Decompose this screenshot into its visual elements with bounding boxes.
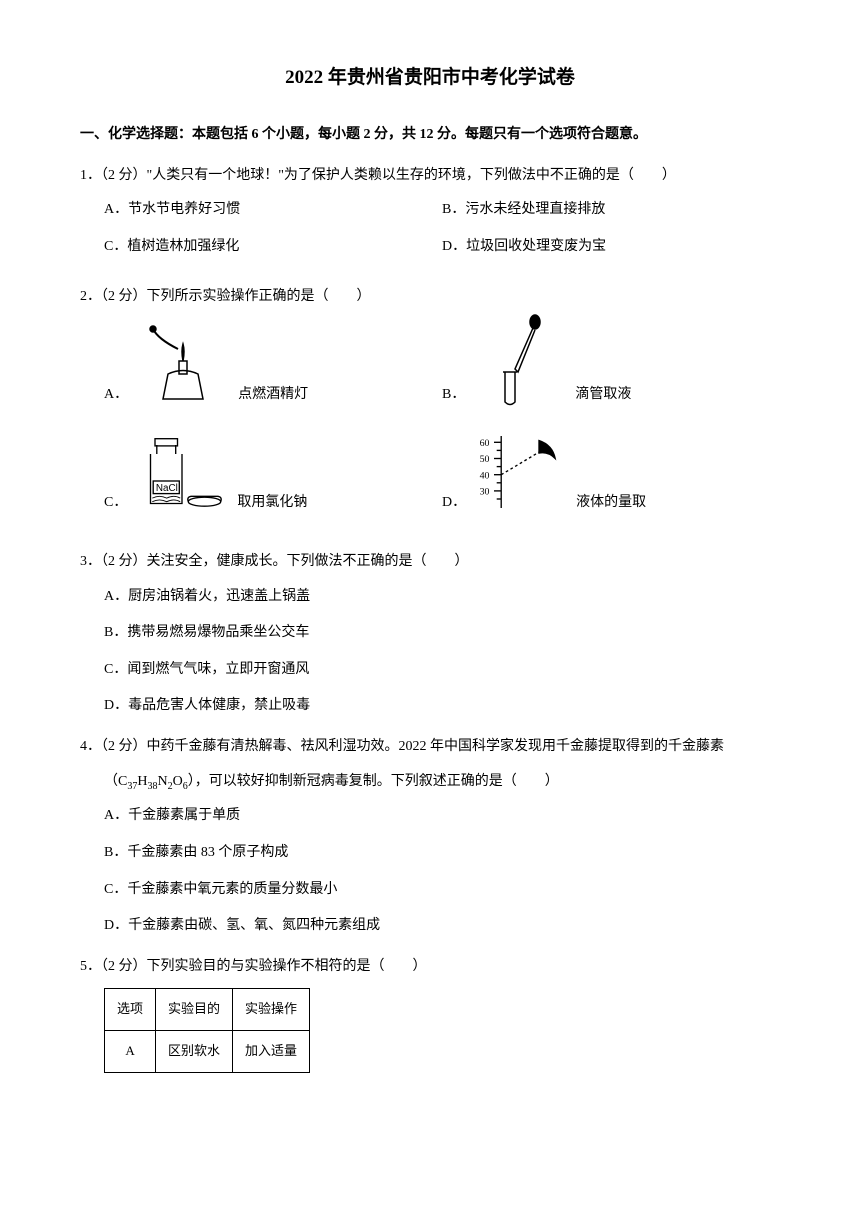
cell-a-2: 加入适量 (233, 1031, 310, 1073)
svg-text:50: 50 (480, 454, 490, 465)
q2-d-letter: D． (442, 490, 466, 517)
section-header: 一、化学选择题：本题包括 6 个小题，每小题 2 分，共 12 分。每题只有一个… (80, 122, 780, 149)
th-operation: 实验操作 (233, 989, 310, 1031)
q2-b-caption: 滴管取液 (575, 382, 631, 409)
q2-c-letter: C． (104, 490, 127, 517)
th-option: 选项 (105, 989, 156, 1031)
q3-option-c: C．闻到燃气气味，立即开窗通风 (104, 657, 780, 684)
q4-option-a: A．千金藤素属于单质 (104, 803, 780, 830)
question-3: 3．（2 分）关注安全，健康成长。下列做法不正确的是（ ） A．厨房油锅着火，迅… (80, 549, 780, 720)
q1-option-c: C．植树造林加强绿化 (104, 234, 442, 261)
svg-text:40: 40 (480, 470, 490, 481)
cell-a-1: 区别软水 (156, 1031, 233, 1073)
q2-option-d: D． 60 50 40 30 (442, 427, 780, 517)
cell-a-0: A (105, 1031, 156, 1073)
q2-option-c: C． NaCl 取用氯化钠 (104, 427, 442, 517)
dropper-icon (475, 319, 565, 409)
question-1: 1．（2 分）"人类只有一个地球！"为了保护人类赖以生存的环境，下列做法中不正确… (80, 163, 780, 271)
q2-option-b: B． 滴管取液 (442, 319, 780, 409)
q2-b-letter: B． (442, 382, 465, 409)
question-2: 2．（2 分）下列所示实验操作正确的是（ ） A． 点燃酒精灯 B． (80, 284, 780, 535)
q2-stem: 2．（2 分）下列所示实验操作正确的是（ ） (80, 284, 780, 311)
q1-option-b: B．污水未经处理直接排放 (442, 197, 780, 224)
svg-text:30: 30 (480, 487, 490, 498)
q1-stem: 1．（2 分）"人类只有一个地球！"为了保护人类赖以生存的环境，下列做法中不正确… (80, 163, 780, 190)
q4-option-c: C．千金藤素中氧元素的质量分数最小 (104, 877, 780, 904)
table-row: A 区别软水 加入适量 (105, 1031, 310, 1073)
q4-option-d: D．千金藤素由碳、氢、氧、氮四种元素组成 (104, 913, 780, 940)
q2-a-caption: 点燃酒精灯 (238, 382, 308, 409)
q2-option-a: A． 点燃酒精灯 (104, 319, 442, 409)
question-4: 4．（2 分）中药千金藤有清热解毒、祛风利湿功效。2022 年中国科学家发现用千… (80, 734, 780, 940)
svg-text:60: 60 (480, 438, 490, 449)
q1-option-a: A．节水节电养好习惯 (104, 197, 442, 224)
alcohol-lamp-icon (138, 319, 228, 409)
graduated-cylinder-icon: 60 50 40 30 (476, 427, 566, 517)
q4-stem-1: 4．（2 分）中药千金藤有清热解毒、祛风利湿功效。2022 年中国科学家发现用千… (80, 734, 780, 761)
table-header-row: 选项 实验目的 实验操作 (105, 989, 310, 1031)
q2-c-caption: 取用氯化钠 (237, 490, 307, 517)
question-5: 5．（2 分）下列实验目的与实验操作不相符的是（ ） 选项 实验目的 实验操作 … (80, 954, 780, 1073)
page-title: 2022 年贵州省贵阳市中考化学试卷 (80, 60, 780, 96)
q5-stem: 5．（2 分）下列实验目的与实验操作不相符的是（ ） (80, 954, 780, 981)
nacl-bottle-icon: NaCl (137, 427, 227, 517)
q2-d-caption: 液体的量取 (576, 490, 646, 517)
th-purpose: 实验目的 (156, 989, 233, 1031)
q2-a-letter: A． (104, 382, 128, 409)
q4-formula: （C37H38N2O6），可以较好抑制新冠病毒复制。下列叙述正确的是（ ） (104, 774, 559, 789)
q3-stem: 3．（2 分）关注安全，健康成长。下列做法不正确的是（ ） (80, 549, 780, 576)
q3-option-b: B．携带易燃易爆物品乘坐公交车 (104, 620, 780, 647)
q3-option-d: D．毒品危害人体健康，禁止吸毒 (104, 693, 780, 720)
q1-option-d: D．垃圾回收处理变废为宝 (442, 234, 780, 261)
q4-option-b: B．千金藤素由 83 个原子构成 (104, 840, 780, 867)
q4-formula-line: （C37H38N2O6），可以较好抑制新冠病毒复制。下列叙述正确的是（ ） (80, 769, 780, 796)
q3-option-a: A．厨房油锅着火，迅速盖上锅盖 (104, 584, 780, 611)
svg-text:NaCl: NaCl (156, 483, 178, 494)
q5-table: 选项 实验目的 实验操作 A 区别软水 加入适量 (104, 988, 310, 1072)
